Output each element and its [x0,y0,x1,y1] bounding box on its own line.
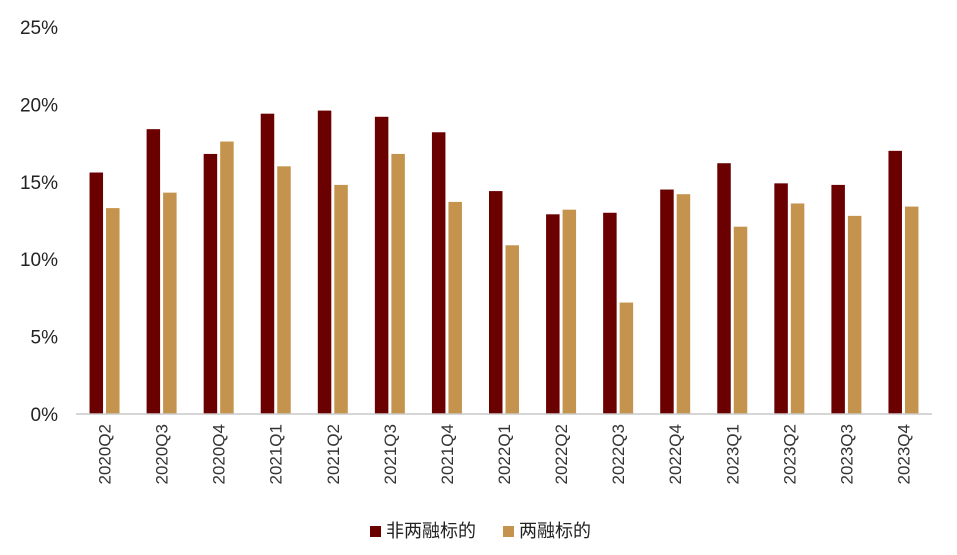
y-axis: 0% 5% 10% 15% 20% 25% [20,18,58,426]
bar-non-margin-2022Q2 [546,214,560,414]
bar-margin-2021Q2 [334,184,348,414]
legend-label: 非两融标的 [386,521,476,541]
x-tick-label: 2020Q3 [153,424,172,485]
y-tick-label: 5% [31,328,59,349]
y-tick-label: 15% [20,173,58,194]
x-tick-label: 2022Q4 [666,424,685,485]
bar-margin-2022Q2 [562,209,577,414]
legend: 非两融标的 两融标的 [370,521,591,541]
bar-non-margin-2023Q1 [717,163,731,414]
x-axis: 2020Q2 2020Q3 2020Q4 2021Q1 2021Q2 2021Q3 2021… [96,424,914,485]
bar-margin-2022Q3 [619,302,634,414]
x-tick-label: 2023Q2 [780,424,799,485]
bar-non-margin-2022Q4 [660,189,674,414]
x-tick-label: 2020Q2 [96,424,115,485]
bar-margin-2023Q4 [904,206,919,414]
x-tick-label: 2021Q2 [324,424,343,485]
x-tick-label: 2022Q1 [495,424,514,485]
bar-margin-2021Q1 [277,166,291,414]
bar-non-margin-2020Q2 [89,172,104,414]
bar-non-margin-2023Q4 [888,150,902,414]
bar-non-margin-2023Q3 [831,184,845,414]
bar-margin-2023Q2 [790,203,805,414]
x-tick-label: 2023Q3 [837,424,856,485]
x-tick-label: 2021Q1 [267,424,286,485]
y-tick-label: 20% [20,95,58,116]
x-tick-label: 2023Q1 [723,424,742,485]
legend-label: 两融标的 [519,521,591,541]
x-tick-label: 2023Q4 [894,424,913,485]
bar-margin-2021Q3 [391,153,405,414]
bar-margin-2022Q4 [676,194,691,414]
y-tick-label: 0% [31,405,59,426]
bar-non-margin-2022Q3 [603,212,617,414]
bar-non-margin-2023Q2 [774,183,788,414]
bar-non-margin-2020Q4 [203,153,218,414]
x-tick-label: 2021Q4 [438,424,457,485]
bar-non-margin-2021Q4 [431,132,446,414]
bar-margin-2023Q3 [847,215,862,414]
x-tick-label: 2021Q3 [381,424,400,485]
bar-margin-2020Q4 [220,141,234,414]
bar-margin-2020Q3 [163,192,177,414]
bar-margin-2022Q1 [505,245,519,414]
bar-margin-2023Q1 [733,226,748,414]
legend-swatch [503,526,514,537]
x-tick-label: 2022Q2 [552,424,571,485]
x-tick-label: 2022Q3 [609,424,628,485]
bar-non-margin-2021Q1 [260,113,275,415]
bar-non-margin-2021Q3 [374,116,389,414]
x-tick-label: 2020Q4 [210,424,229,485]
bar-margin-2021Q4 [448,201,462,414]
bars [89,110,919,415]
bar-non-margin-2020Q3 [146,129,161,414]
bar-margin-2020Q2 [106,208,120,414]
bar-non-margin-2021Q2 [317,110,332,414]
y-tick-label: 25% [20,18,58,39]
y-tick-label: 10% [20,250,58,271]
bar-non-margin-2022Q1 [489,191,503,414]
legend-swatch [370,526,381,537]
